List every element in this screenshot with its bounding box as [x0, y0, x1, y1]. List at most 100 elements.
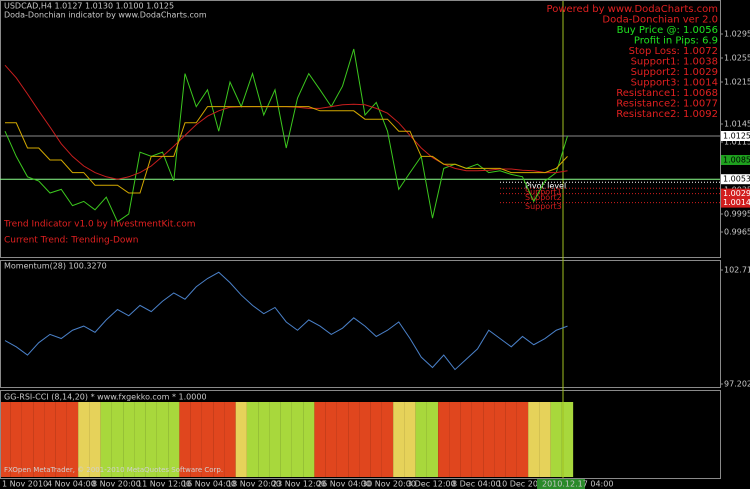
copyright: FXOpen MetaTrader, © 2001-2010 MetaQuote… — [4, 466, 223, 474]
state-bar — [145, 402, 157, 477]
level-label: Support3 — [525, 202, 562, 211]
state-bar — [168, 402, 180, 477]
state-bar — [325, 402, 337, 477]
state-bar — [471, 402, 484, 477]
price-box-label: 1.0085 — [723, 156, 750, 165]
level-label: Support2 — [525, 193, 562, 202]
info-line: Doda-Donchian ver 2.0 — [602, 15, 718, 26]
momentum-title: Momentum(28) 100.3270 — [4, 262, 107, 271]
x-tick-label: 10 Dec 20:00 — [497, 480, 551, 489]
info-line: Profit in Pips: 6.9 — [634, 36, 718, 47]
state-bar — [89, 402, 101, 477]
info-line: Powered by www.DodaCharts.com — [547, 4, 718, 15]
state-bar — [550, 402, 562, 477]
price-box — [721, 155, 750, 165]
chart-subtitle: Doda-Donchian indicator by www.DodaChart… — [4, 11, 207, 20]
state-bar — [528, 402, 540, 477]
state-bar — [21, 402, 34, 477]
x-tick-label: 2010.12.17 04:00 — [542, 480, 613, 489]
state-bar — [505, 402, 517, 477]
state-bar — [483, 402, 495, 477]
state-bar — [78, 402, 90, 477]
state-bar — [280, 402, 292, 477]
level-label: Pivot level — [525, 182, 566, 191]
state-bar — [44, 402, 56, 477]
x-tick-label: 23 Nov 12:00 — [272, 480, 326, 489]
state-bar — [539, 402, 551, 477]
trend-text: Current Trend: Trending-Down — [4, 236, 139, 246]
price-box — [721, 131, 750, 141]
y-tick-label: 1.0215 — [724, 78, 750, 87]
x-tick-label: 4 Nov 04:00 — [47, 480, 96, 489]
y-tick-label: 1.0115 — [724, 138, 750, 147]
state-bar — [438, 402, 450, 477]
state-bar — [348, 402, 360, 477]
state-bar — [0, 402, 11, 477]
x-tick-label: 8 Nov 20:00 — [92, 480, 141, 489]
y-tick-label: 1.0295 — [724, 30, 750, 39]
state-bar — [449, 402, 461, 477]
series-line — [4, 48, 568, 223]
price-box-label: 1.0014 — [723, 198, 750, 207]
state-bar — [370, 402, 382, 477]
cursor-date-box — [537, 479, 585, 489]
y-tick-label: 1.0255 — [724, 54, 750, 63]
info-line: Resistance1: 1.0068 — [616, 88, 718, 99]
y-tick-label: 0.9995 — [724, 210, 750, 219]
x-tick-label: 11 Nov 12:00 — [137, 480, 191, 489]
state-bar — [66, 402, 79, 477]
panel-frames — [0, 0, 721, 479]
x-tick-label: 1 Nov 2010 — [2, 480, 48, 489]
state-bar — [201, 402, 214, 477]
state-bar — [494, 402, 506, 477]
y-tick-label: 102.7107 — [724, 266, 750, 275]
x-tick-label: 30 Nov 20:00 — [362, 480, 416, 489]
cci-frame — [0, 390, 721, 479]
x-tick-label: 26 Nov 04:00 — [317, 480, 371, 489]
state-bar — [156, 402, 169, 477]
state-bar — [224, 402, 236, 477]
state-bar — [111, 402, 124, 477]
chart-title: USDCAD,H4 1.0127 1.0130 1.0100 1.0125 — [4, 2, 174, 11]
y-tick-label: 0.9965 — [724, 228, 750, 237]
x-tick-label: 18 Nov 20:00 — [227, 480, 281, 489]
state-bar — [213, 402, 225, 477]
state-bar — [336, 402, 349, 477]
state-bar — [33, 402, 45, 477]
y-tick-label: 97.2029 — [724, 380, 750, 389]
series-line — [4, 271, 568, 371]
info-line: Support3: 1.0014 — [631, 78, 718, 89]
x-tick-label: 3 Dec 12:00 — [407, 480, 456, 489]
state-bar — [269, 402, 281, 477]
state-bar — [393, 402, 405, 477]
state-bar — [55, 402, 67, 477]
state-bar — [404, 402, 416, 477]
state-bar — [190, 402, 202, 477]
info-line: Support1: 1.0038 — [631, 57, 718, 68]
level-label: Support1 — [525, 188, 562, 197]
trend-text: Trend Indicator v1.0 by InvestmentKit.co… — [3, 220, 196, 230]
price-box-label: 1.0029 — [723, 189, 750, 198]
price-box — [721, 174, 750, 185]
state-bar — [10, 402, 22, 477]
state-bar — [246, 402, 259, 477]
state-bar — [415, 402, 427, 477]
info-line: Resistance2: 1.0077 — [616, 99, 718, 110]
state-bar — [314, 402, 326, 477]
series-line — [5, 106, 568, 194]
state-bar — [123, 402, 135, 477]
momentum-frame — [0, 260, 721, 388]
state-bar — [134, 402, 146, 477]
price-box-label: 1.0125 — [723, 132, 750, 141]
state-bar — [516, 402, 529, 477]
x-tick-label: 16 Nov 04:00 — [182, 480, 236, 489]
info-line: Support2: 1.0029 — [631, 67, 718, 78]
state-bar — [381, 402, 394, 477]
info-line: Stop Loss: 1.0072 — [629, 46, 718, 57]
price-box-label: 1.0053 — [723, 175, 750, 184]
state-bar — [460, 402, 472, 477]
state-bar — [291, 402, 304, 477]
y-tick-label: 1.0145 — [724, 120, 750, 129]
